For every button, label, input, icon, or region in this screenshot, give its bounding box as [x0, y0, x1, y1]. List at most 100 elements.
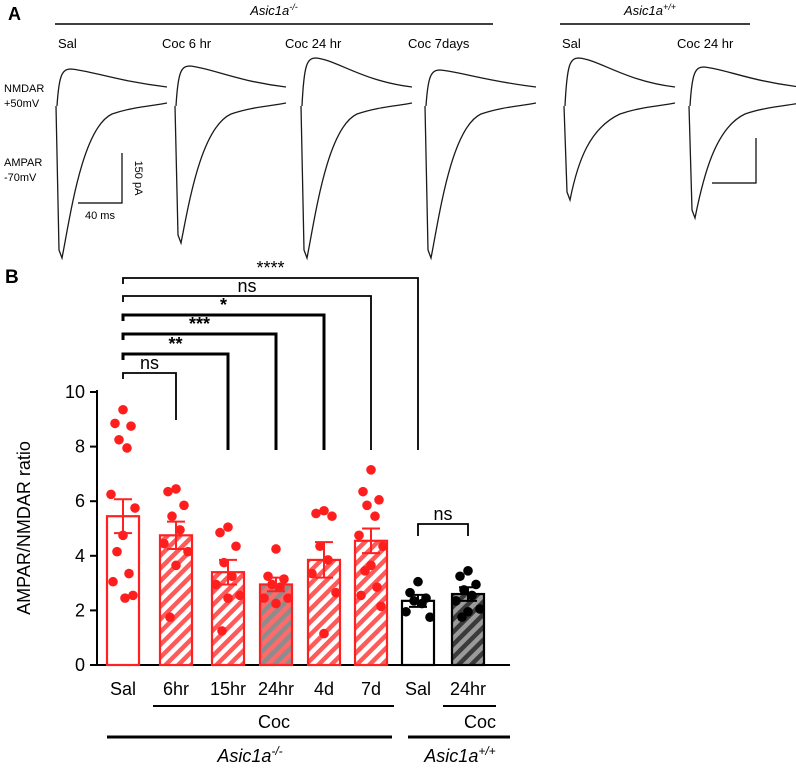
- data-point: [311, 508, 321, 519]
- bar-2: [210, 571, 246, 667]
- data-point: [467, 590, 477, 601]
- data-point: [331, 587, 341, 598]
- comparison-bracket-3: [121, 313, 326, 450]
- panel-a-label: A: [8, 4, 21, 24]
- data-point: [223, 593, 233, 603]
- data-point: [126, 421, 136, 431]
- nmdar-trace-wt-sal: [564, 57, 676, 107]
- data-point: [323, 555, 333, 565]
- data-point: [106, 489, 116, 500]
- wt-group-title: Asic1a+/+: [623, 2, 676, 18]
- comparison-bracket-4: [122, 295, 372, 450]
- y-tick-label: 0: [75, 655, 85, 675]
- significance-label-3: *: [220, 295, 227, 315]
- data-point: [271, 544, 281, 554]
- x-tick-label: 7d: [361, 679, 381, 699]
- ephys-traces: [55, 57, 796, 261]
- data-point: [263, 571, 273, 582]
- nmdar-trace-sal: [56, 68, 168, 107]
- data-point: [356, 590, 366, 601]
- data-point: [163, 486, 173, 497]
- data-point: [271, 598, 281, 609]
- data-point: [455, 571, 465, 582]
- significance-label-5: ****: [256, 258, 284, 278]
- data-point: [354, 530, 364, 541]
- data-point: [378, 541, 388, 552]
- data-point: [118, 404, 128, 415]
- data-point: [327, 511, 337, 522]
- data-point: [405, 587, 415, 598]
- comparison-bracket-6: [417, 523, 469, 536]
- panel-b-label: B: [5, 267, 19, 288]
- data-point: [171, 484, 181, 494]
- data-point: [463, 566, 473, 576]
- panel-a: A Asic1a-/- Asic1a+/+ Sal Coc 6 hr Coc 2…: [4, 2, 796, 261]
- y-tick-label: 10: [65, 382, 85, 402]
- trace-label-sal: Sal: [58, 36, 77, 51]
- trace-label-coc-24hr: Coc 24 hr: [285, 36, 342, 51]
- scale-y-label: 150 pA: [132, 161, 144, 197]
- data-point: [223, 522, 233, 532]
- significance-label-1: **: [168, 334, 182, 354]
- trace-label-coc-7days: Coc 7days: [408, 36, 470, 51]
- x-tick-label: 24hr: [450, 679, 486, 699]
- data-point: [227, 571, 237, 582]
- y-tick-label: 8: [75, 437, 85, 457]
- wt-genotype-label: Asic1a+/+: [423, 744, 495, 766]
- data-point: [451, 596, 461, 606]
- x-tick-label: Sal: [405, 679, 431, 699]
- ko-genotype-label: Asic1a-/-: [216, 744, 282, 766]
- ampar-label-1: AMPAR: [4, 157, 42, 169]
- scale-x-label: 40 ms: [85, 210, 115, 222]
- comparison-bracket-1: [121, 352, 230, 450]
- significance-label-6: ns: [433, 504, 452, 524]
- data-point: [183, 546, 193, 557]
- data-point: [376, 601, 386, 612]
- data-point: [307, 568, 317, 579]
- trace-label-wt-sal: Sal: [562, 36, 581, 51]
- data-point: [401, 606, 411, 617]
- data-point: [215, 527, 225, 538]
- data-point: [362, 500, 372, 511]
- significance-brackets: ns******ns****ns: [121, 258, 469, 536]
- ampar-label-2: -70mV: [4, 172, 37, 184]
- data-point: [259, 593, 269, 603]
- bars: [105, 515, 486, 667]
- nmdar-label-1: NMDAR: [4, 83, 44, 95]
- data-point: [175, 525, 185, 535]
- data-point: [124, 568, 134, 579]
- x-tick-label: 4d: [314, 679, 334, 699]
- bar-0: [105, 515, 141, 667]
- data-point: [179, 500, 189, 511]
- y-tick-label: 4: [75, 546, 85, 566]
- error-bars: [114, 498, 477, 608]
- data-point: [319, 628, 329, 639]
- nmdar-label-2: +50mV: [4, 98, 40, 110]
- data-point: [358, 486, 368, 497]
- data-point: [235, 590, 245, 601]
- data-point: [120, 593, 130, 603]
- nmdar-trace-coc-7days: [425, 69, 537, 107]
- coc-group-label: Coc: [258, 712, 290, 732]
- nmdar-trace-coc-24hr: [301, 57, 413, 107]
- ampar-trace-coc-6hr: [174, 102, 287, 246]
- x-tick-label: 15hr: [210, 679, 246, 699]
- data-point: [217, 626, 227, 636]
- trace-label-wt-coc-24hr: Coc 24 hr: [677, 36, 734, 51]
- ko-group-title: Asic1a-/-: [249, 2, 298, 18]
- data-point: [283, 593, 293, 603]
- significance-label-4: ns: [237, 276, 256, 296]
- data-point: [211, 579, 221, 590]
- ampar-trace-sal: [55, 102, 168, 261]
- ampar-trace-coc-24hr: [300, 102, 413, 261]
- data-point: [165, 612, 175, 623]
- data-point: [231, 541, 241, 552]
- data-points: [106, 404, 485, 639]
- data-point: [372, 582, 382, 592]
- wt-coc-group-label: Coc: [464, 712, 496, 732]
- nmdar-trace-coc-6hr: [175, 65, 287, 107]
- data-point: [122, 443, 132, 453]
